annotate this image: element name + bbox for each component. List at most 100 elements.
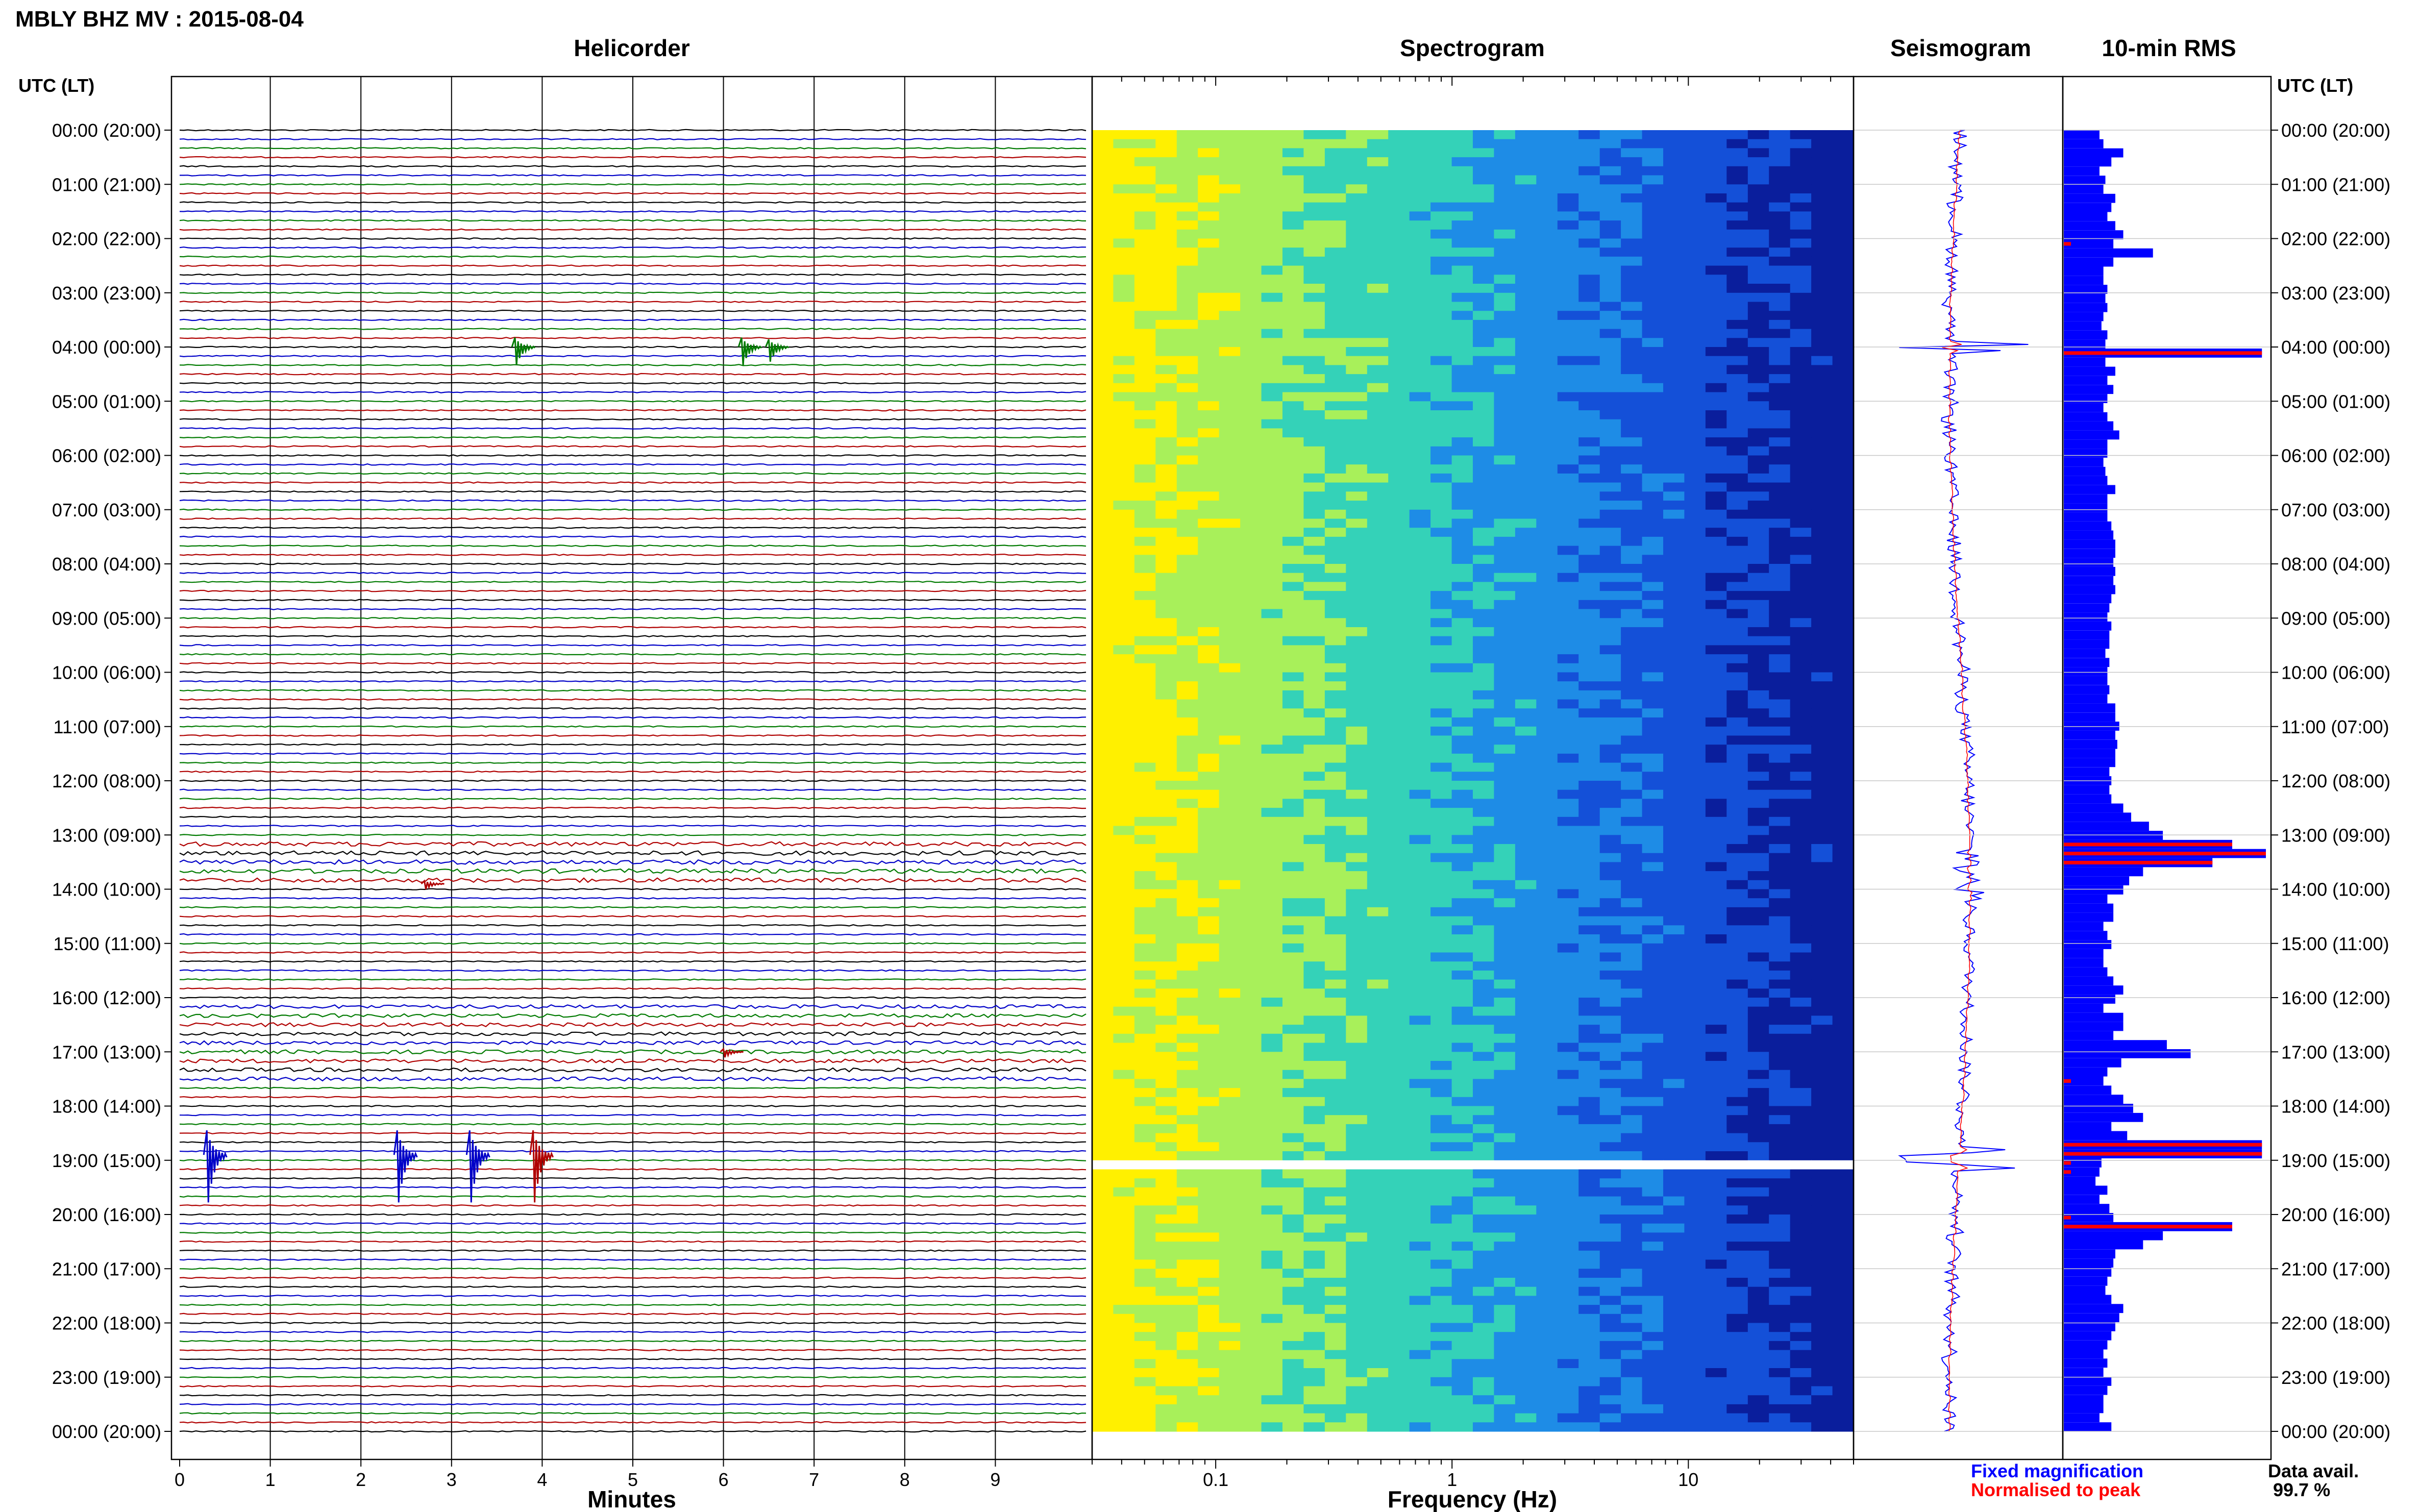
spectrogram-cell — [1832, 247, 1854, 257]
spectrogram-cell — [1769, 491, 1791, 501]
spectrogram-cell — [1684, 1025, 1706, 1034]
spectrogram-cell — [1388, 311, 1410, 320]
spectrogram-cell — [1536, 1323, 1558, 1332]
spectrogram-cell — [1367, 745, 1389, 754]
spectrogram-cell — [1176, 934, 1198, 944]
spectrogram-cell — [1367, 256, 1389, 266]
spectrogram-cell — [1219, 329, 1241, 338]
spectrogram-cell — [1557, 1313, 1579, 1324]
spectrogram-cell — [1769, 536, 1791, 547]
spectrogram-cell — [1367, 808, 1389, 817]
spectrogram-cell — [1642, 518, 1664, 528]
spectrogram-cell — [1451, 374, 1473, 384]
spectrogram-cell — [1176, 979, 1198, 989]
spectrogram-cell — [1599, 501, 1621, 510]
spectrogram-cell — [1515, 835, 1537, 845]
spectrogram-cell — [1790, 952, 1812, 962]
spectrogram-cell — [1198, 392, 1220, 402]
spectrogram-cell — [1621, 166, 1643, 176]
spectrogram-cell — [1557, 907, 1579, 917]
spectrogram-cell — [1747, 618, 1769, 628]
spectrogram-cell — [1663, 1269, 1685, 1278]
spectrogram-cell — [1282, 275, 1304, 284]
spectrogram-cell — [1134, 1160, 1156, 1170]
spectrogram-cell — [1726, 789, 1748, 799]
spectrogram-cell — [1557, 473, 1579, 483]
spectrogram-cell — [1536, 1006, 1558, 1016]
spectrogram-cell — [1176, 1187, 1198, 1197]
spectrogram-cell — [1769, 1205, 1791, 1215]
spectrogram-cell — [1790, 916, 1812, 926]
spectrogram-cell — [1515, 148, 1537, 158]
spectrogram-cell — [1811, 609, 1833, 618]
spectrogram-cell — [1790, 202, 1812, 212]
spectrogram-cell — [1726, 193, 1748, 203]
spectrogram-cell — [1451, 1305, 1473, 1315]
spectrogram-cell — [1515, 1187, 1537, 1197]
spectrogram-cell — [1832, 1061, 1854, 1071]
spectrogram-cell — [1261, 528, 1283, 537]
spectrogram-cell — [1642, 1269, 1664, 1278]
spectrogram-cell — [1663, 925, 1685, 935]
spectrogram-cell — [1451, 826, 1473, 835]
spectrogram-cell — [1155, 1133, 1177, 1143]
spectrogram-cell — [1219, 1296, 1241, 1305]
spectrogram-cell — [1536, 1106, 1558, 1116]
spectrogram-cell — [1684, 193, 1706, 203]
spectrogram-cell — [1663, 1223, 1685, 1233]
spectrogram-cell — [1092, 265, 1114, 275]
spectrogram-cell — [1261, 1142, 1283, 1152]
spectrogram-cell — [1240, 437, 1262, 447]
spectrogram-cell — [1832, 970, 1854, 980]
spectrogram-cell — [1134, 509, 1156, 519]
spectrogram-cell — [1219, 383, 1241, 393]
spectrogram-cell — [1430, 211, 1452, 221]
spectrogram-cell — [1092, 1015, 1114, 1025]
spectrogram-cell — [1219, 518, 1241, 528]
spectrogram-cell — [1176, 292, 1198, 303]
spectrogram-cell — [1198, 1259, 1220, 1269]
spectrogram-cell — [1747, 1106, 1769, 1116]
spectrogram-cell — [1451, 1323, 1473, 1332]
spectrogram-cell — [1790, 419, 1812, 429]
spectrogram-cell — [1219, 690, 1241, 700]
spectrogram-cell — [1747, 319, 1769, 330]
spectrogram-cell — [1134, 753, 1156, 763]
spectrogram-cell — [1219, 1232, 1241, 1242]
spectrogram-cell — [1430, 220, 1452, 230]
spectrogram-cell — [1303, 1232, 1325, 1242]
spectrogram-cell — [1684, 844, 1706, 854]
spectrogram-cell — [1303, 745, 1325, 754]
spectrogram-cell — [1219, 1313, 1241, 1324]
spectrogram-cell — [1578, 1286, 1600, 1296]
spectrogram-cell — [1621, 356, 1643, 365]
spectrogram-cell — [1324, 654, 1346, 664]
spectrogram-cell — [1536, 1061, 1558, 1071]
spectrogram-cell — [1388, 1214, 1410, 1224]
spectrogram-cell — [1092, 717, 1114, 727]
spectrogram-cell — [1430, 582, 1452, 591]
spectrogram-cell — [1578, 528, 1600, 537]
spectrogram-cell — [1324, 383, 1346, 393]
spectrogram-cell — [1134, 1242, 1156, 1251]
spectrogram-cell — [1409, 1079, 1431, 1088]
spectrogram-cell — [1726, 681, 1748, 691]
spectrogram-cell — [1642, 473, 1664, 483]
spectrogram-cell — [1324, 916, 1346, 926]
spectrogram-cell — [1599, 745, 1621, 754]
spectrogram-cell — [1092, 681, 1114, 691]
spectrogram-cell — [1557, 464, 1579, 474]
spectrogram-cell — [1092, 275, 1114, 284]
spectrogram-cell — [1621, 1043, 1643, 1052]
spectrogram-cell — [1515, 591, 1537, 601]
spectrogram-cell — [1536, 1286, 1558, 1296]
helicorder-trace — [179, 1403, 1087, 1406]
spectrogram-cell — [1790, 844, 1812, 854]
helicorder-trace — [179, 490, 1087, 493]
spectrogram-cell — [1409, 717, 1431, 727]
spectrogram-cell — [1303, 238, 1325, 248]
spectrogram-cell — [1578, 717, 1600, 727]
spectrogram-cell — [1155, 600, 1177, 610]
spectrogram-cell — [1134, 1332, 1156, 1342]
spectrogram-cell — [1367, 130, 1389, 140]
